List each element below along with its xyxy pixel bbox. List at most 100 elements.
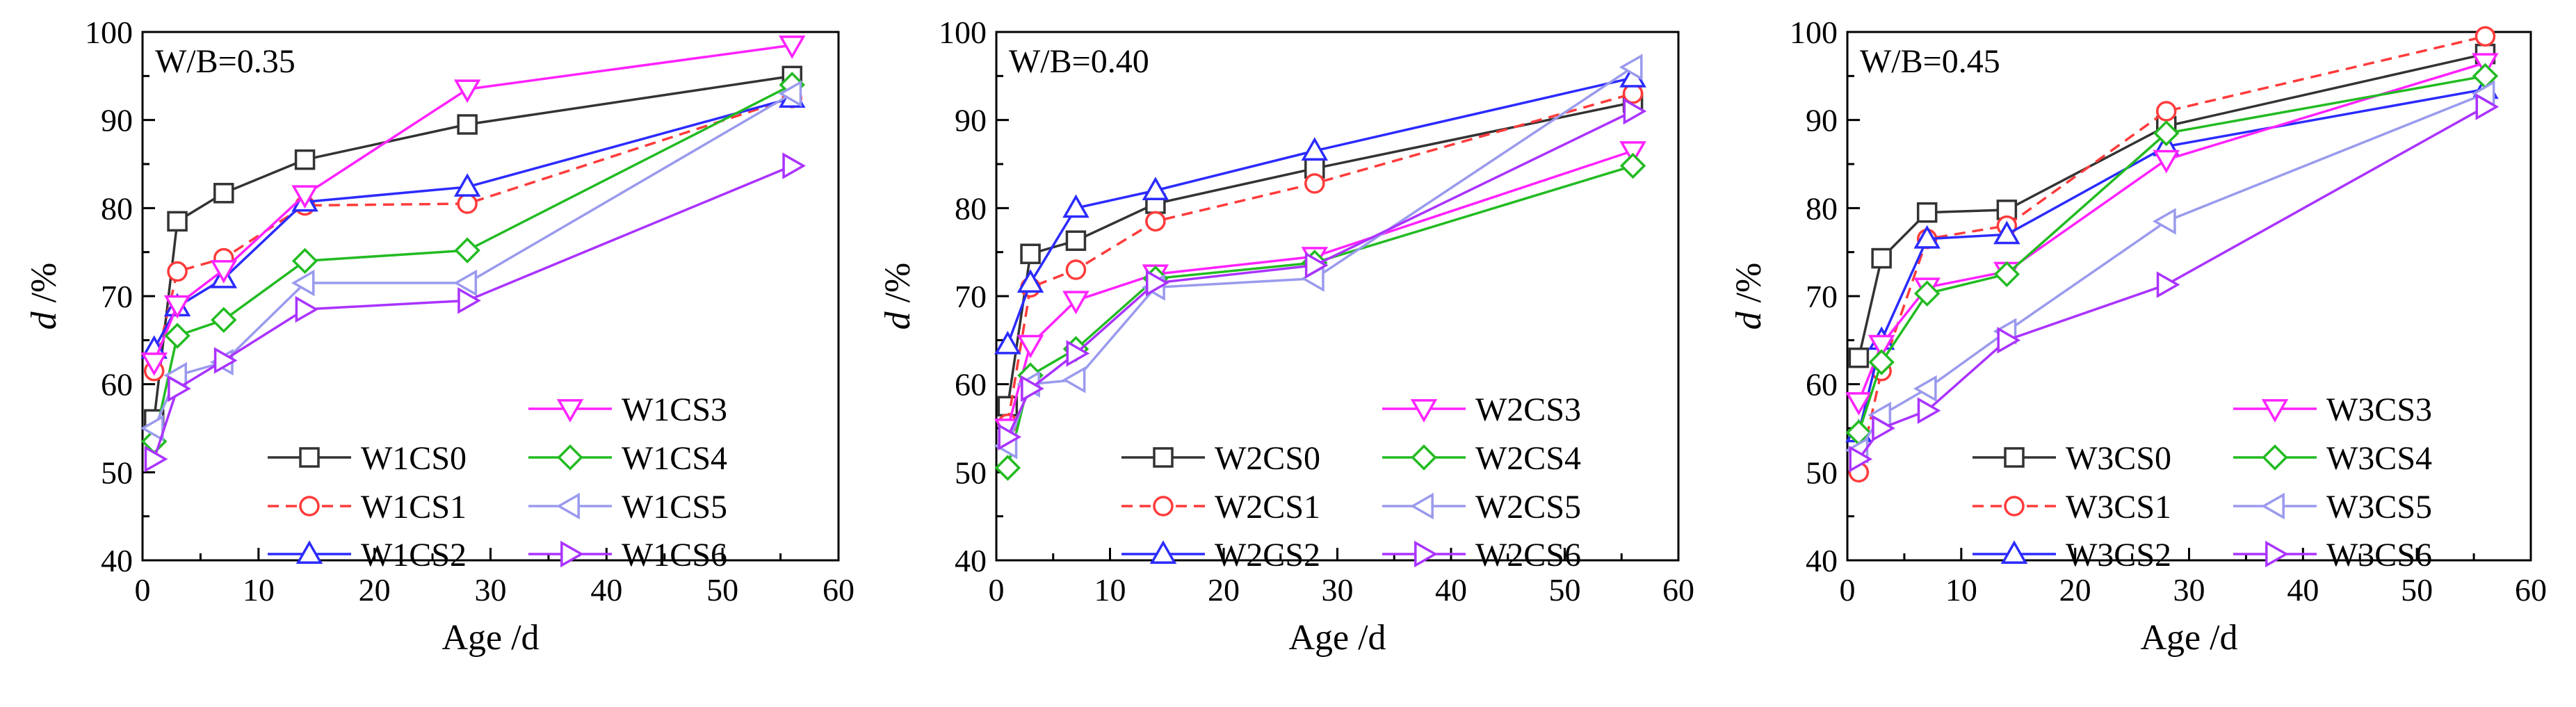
legend-marker — [299, 447, 320, 468]
legend-label: W1CS1 — [361, 489, 467, 526]
series-W3CS4 — [1845, 63, 2499, 446]
data-point — [2153, 120, 2180, 147]
x-tick-label: 0 — [1840, 572, 1856, 608]
plot-frame — [995, 31, 1680, 562]
data-point — [1142, 177, 1169, 200]
data-point — [211, 307, 237, 333]
legend-marker — [1411, 444, 1437, 471]
data-point — [1849, 446, 1873, 473]
chart-panel-wb-040: 0 10 20 30 40 50 60 40 50 60 70 80 90 100 Age /d d /% W/… — [878, 15, 1694, 658]
data-point — [1062, 291, 1089, 315]
data-point — [1868, 334, 1895, 359]
legend-marker — [2000, 540, 2028, 564]
x-tick-label: 10 — [1094, 572, 1126, 608]
data-point — [1619, 152, 1646, 179]
legend-item-W1CS6: W1CS6 — [528, 537, 727, 574]
x-tick-label: 40 — [2287, 572, 2319, 608]
y-tick-label: 90 — [1806, 103, 1838, 138]
legend-item-W3CS5: W3CS5 — [2233, 489, 2432, 526]
y-tick-label: 70 — [955, 279, 987, 314]
x-axis-label: Age /d — [1288, 618, 1386, 658]
legend-label: W3CS2 — [2066, 537, 2171, 574]
y-tick-label: 80 — [955, 190, 987, 226]
y-tick-label: 70 — [1806, 279, 1838, 314]
y-axis-label: d /% — [878, 263, 918, 330]
legend-marker — [2261, 399, 2289, 423]
data-point — [998, 423, 1022, 450]
legend-label: W1CS3 — [622, 391, 727, 428]
legend: W3CS3 W3CS0 W3CS4 W3CS1 W3CS5 W3CS2 W3CS6 — [1972, 391, 2432, 574]
data-point — [1623, 97, 1647, 125]
series-W3CS0 — [1848, 43, 2496, 368]
data-point — [167, 211, 188, 232]
data-point — [1913, 280, 1941, 307]
data-point — [291, 269, 315, 297]
data-point — [213, 183, 234, 204]
legend-marker — [295, 540, 323, 564]
data-point — [457, 287, 481, 314]
series-line — [1006, 76, 1633, 346]
data-point — [140, 352, 168, 376]
x-tick-label: 30 — [1322, 572, 1354, 608]
data-point — [1845, 392, 1872, 416]
series-line — [1857, 52, 2486, 359]
x-tick-label: 40 — [1435, 572, 1467, 608]
data-point — [1997, 327, 2021, 354]
data-point — [1304, 252, 1329, 279]
data-point — [164, 323, 191, 349]
x-tick-label: 20 — [359, 572, 391, 608]
data-point — [2475, 93, 2500, 120]
series-line — [1857, 74, 2486, 433]
y-tick-label: 100 — [1790, 15, 1838, 50]
data-point — [453, 269, 478, 297]
data-point — [2153, 149, 2180, 174]
legend-item-W3CS4: W3CS4 — [2233, 440, 2432, 477]
legend-label: W2CS5 — [1475, 489, 1581, 526]
x-tick-label: 0 — [135, 572, 151, 608]
data-point — [2155, 101, 2177, 122]
legend-marker — [299, 496, 320, 517]
legend-label: W3CS3 — [2326, 391, 2432, 428]
chart-panel-wb-035: 0 10 20 30 40 50 60 40 50 60 70 80 90 100 Age /d d /% W/… — [24, 15, 854, 658]
legend-label: W3CS4 — [2326, 440, 2432, 477]
series-W2CS2 — [994, 64, 1646, 355]
y-tick-label: 90 — [955, 103, 987, 138]
data-point — [1065, 230, 1087, 251]
data-point — [1868, 349, 1895, 375]
legend-marker — [2004, 447, 2025, 468]
x-tick-label: 10 — [243, 572, 275, 608]
x-tick-label: 50 — [706, 572, 738, 608]
x-tick-label: 30 — [2173, 572, 2205, 608]
legend-item-W3CS0: W3CS0 — [1972, 440, 2171, 477]
y-tick-label: 70 — [101, 279, 133, 314]
x-tick-label: 10 — [1945, 572, 1977, 608]
data-point — [1301, 137, 1329, 161]
data-point — [144, 446, 168, 473]
legend-marker — [1410, 399, 1438, 423]
data-point — [291, 247, 318, 275]
series-line — [152, 74, 793, 420]
data-point — [140, 414, 164, 442]
x-axis-label: Age /d — [442, 618, 539, 658]
legend-label: W1CS2 — [361, 537, 467, 574]
legend-item-W2CS4: W2CS4 — [1382, 440, 1581, 477]
legend-marker — [1410, 492, 1434, 520]
legend: W2CS3 W2CS0 W2CS4 W2CS1 W2CS5 W2CS2 W2CS6 — [1121, 391, 1581, 574]
data-point — [457, 193, 478, 214]
legend-label: W3CS5 — [2326, 489, 2432, 526]
series-line — [153, 97, 793, 350]
series-line — [152, 83, 793, 442]
legend-label: W1CS0 — [361, 440, 467, 477]
data-point — [1145, 211, 1166, 232]
data-point — [453, 173, 481, 197]
series-W2CS6 — [998, 97, 1647, 450]
chart-panel-wb-045: 0 10 20 30 40 50 60 40 50 60 70 80 90 100 Age /d d /% W/… — [1729, 15, 2547, 658]
legend-item-W1CS0: W1CS0 — [268, 440, 467, 477]
legend-item-W1CS2: W1CS2 — [268, 537, 467, 574]
legend: W1CS3 W1CS0 W1CS4 W1CS1 W1CS5 W1CS2 W1CS6 — [268, 391, 727, 574]
wb-ratio-annotation: W/B=0.45 — [1860, 43, 2000, 80]
legend-marker — [2261, 492, 2285, 520]
data-point — [1062, 194, 1089, 218]
legend-label: W2CS2 — [1215, 537, 1320, 574]
legend-marker — [2262, 444, 2288, 471]
